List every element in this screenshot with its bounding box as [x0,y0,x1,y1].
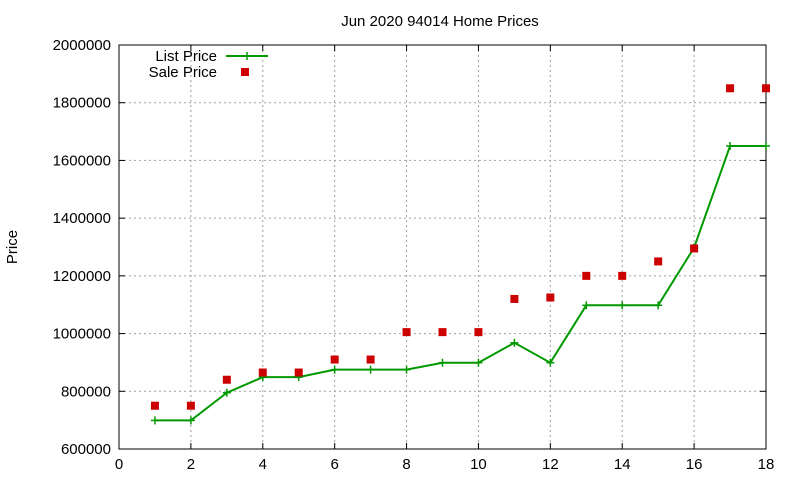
list-price-point [762,142,770,150]
x-tick-label: 0 [115,456,123,473]
sale-price-point [618,271,627,280]
x-tick-label: 12 [542,456,559,473]
list-price-point [474,358,483,367]
legend-swatch-marker [243,52,251,60]
legend-label: Sale Price [149,64,217,81]
sale-price-point [150,401,159,410]
sale-price-point [366,355,375,364]
sale-price-point [402,328,411,337]
list-price-point [366,365,375,374]
x-tick-label: 6 [330,456,338,473]
y-tick-label: 600000 [61,441,111,458]
y-tick-label: 2000000 [53,37,111,54]
sale-price-point [582,271,591,280]
list-price-point [438,358,447,367]
list-price-point [186,416,195,425]
series-layer [150,84,770,425]
sale-price-point [654,257,663,266]
axis-ticks: 0 2 4 6 8 10 12 14 16 18 600000 800000 1000000 120000… [53,37,775,473]
sale-price-point [330,355,339,364]
y-tick-label: 1000000 [53,326,111,343]
list-price-point [582,301,591,310]
sale-price-point [186,401,195,410]
list-price-point [222,388,231,397]
list-price-point [402,365,411,374]
list-price-point [150,416,159,425]
sale-price-point [258,368,267,377]
chart-title: Jun 2020 94014 Home Prices [341,13,539,30]
y-tick-label: 1400000 [53,210,111,227]
sale-price-point [510,294,519,303]
legend-label: List Price [155,48,217,65]
sale-price-point [438,328,447,337]
x-tick-label: 8 [402,456,410,473]
x-tick-label: 18 [758,456,775,473]
sale-price-point [474,328,483,337]
sale-price-point [762,84,770,93]
y-tick-label: 800000 [61,383,111,400]
list-price-point [510,338,519,347]
sale-price-point [546,293,555,302]
list-price-line [154,145,766,422]
x-tick-label: 14 [614,456,631,473]
grid [119,45,766,449]
legend-swatch-marker [241,68,249,76]
y-axis-label: Price [4,230,21,264]
sale-price-point [726,84,735,93]
y-tick-label: 1800000 [53,95,111,112]
y-tick-label: 1600000 [53,152,111,169]
sale-price-point [690,244,699,253]
x-tick-label: 10 [470,456,487,473]
sale-price-point [222,375,231,384]
list-price-point [618,301,627,310]
list-price-point [726,142,735,150]
y-tick-label: 1200000 [53,268,111,285]
series-sale-price [150,84,770,410]
x-tick-label: 2 [187,456,195,473]
series-list-price [150,142,770,425]
list-price-point [330,365,339,374]
list-price-point [654,301,663,310]
x-tick-label: 16 [686,456,703,473]
plot-border [118,44,767,450]
list-price-point [546,358,555,367]
plot-frame [118,44,767,450]
x-tick-label: 4 [259,456,267,473]
sale-price-point [294,368,303,377]
